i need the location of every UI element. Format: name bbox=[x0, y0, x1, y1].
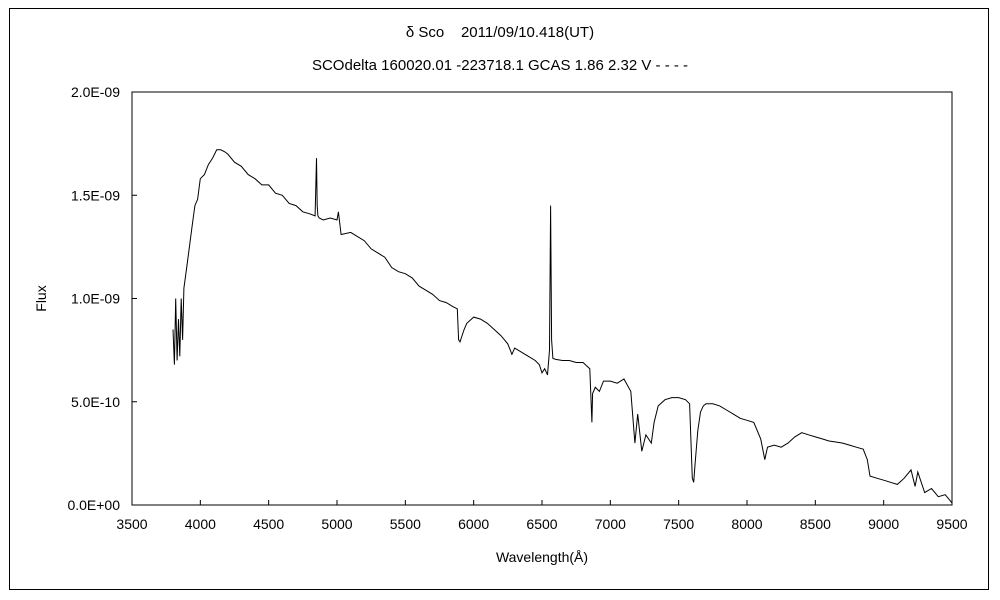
x-tick-label: 4500 bbox=[253, 516, 284, 532]
plot-area bbox=[131, 91, 953, 506]
y-axis-label: Flux bbox=[33, 285, 49, 311]
spectrum-line bbox=[172, 149, 953, 504]
x-tick-label: 9000 bbox=[868, 516, 899, 532]
x-tick-label: 3500 bbox=[116, 516, 147, 532]
x-tick-label: 7000 bbox=[595, 516, 626, 532]
x-tick-label: 5000 bbox=[321, 516, 352, 532]
y-tick-label: 1.0E-09 bbox=[71, 291, 120, 307]
y-tick-label: 2.0E-09 bbox=[71, 84, 120, 100]
chart-subtitle: SCOdelta 160020.01 -223718.1 GCAS 1.86 2… bbox=[311, 57, 689, 74]
y-tick-label: 5.0E-10 bbox=[71, 394, 120, 410]
x-tick-label: 5500 bbox=[390, 516, 421, 532]
x-tick-label: 8500 bbox=[800, 516, 831, 532]
x-tick-label: 8000 bbox=[731, 516, 762, 532]
x-tick-label: 7500 bbox=[663, 516, 694, 532]
y-tick-label: 0.0E+00 bbox=[67, 497, 120, 513]
x-tick-label: 4000 bbox=[185, 516, 216, 532]
x-tick-label: 9500 bbox=[936, 516, 967, 532]
chart-title: δ Sco 2011/09/10.418(UT) bbox=[405, 24, 595, 41]
x-tick-label: 6500 bbox=[526, 516, 557, 532]
x-axis-label: Wavelength(Å) bbox=[496, 549, 588, 565]
chart-frame bbox=[9, 8, 989, 590]
x-tick-label: 6000 bbox=[458, 516, 489, 532]
y-tick-label: 1.5E-09 bbox=[71, 187, 120, 203]
